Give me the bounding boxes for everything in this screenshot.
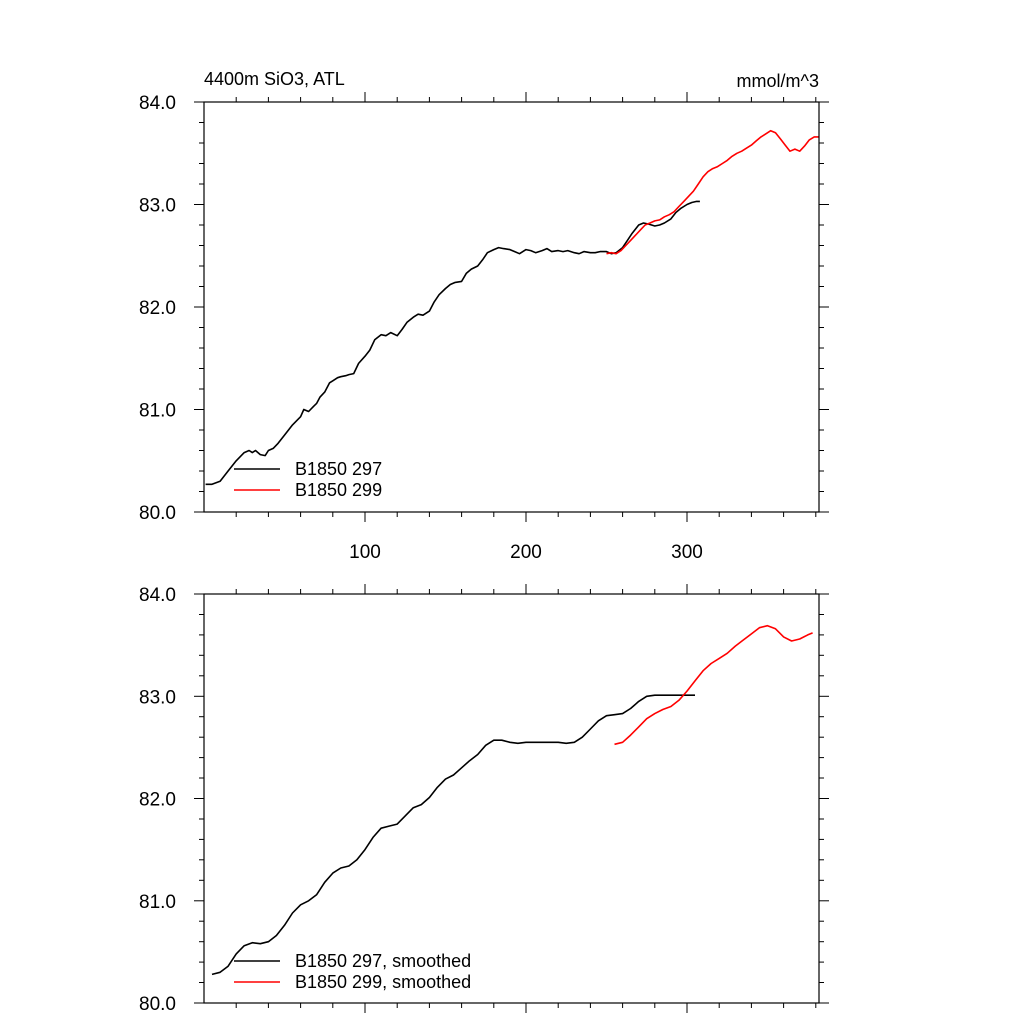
top-panel: 4400m SiO3, ATL mmol/m^3 100 200 300 80.0 81… (139, 69, 829, 563)
y-tick-label: 83.0 (139, 687, 176, 708)
y-tick-label: 82.0 (139, 790, 176, 811)
y-tick-label: 84.0 (139, 93, 176, 114)
y-tick-label: 82.0 (139, 298, 176, 319)
x-tick-label: 100 (349, 542, 381, 563)
chart-title-left: 4400m SiO3, ATL (204, 69, 345, 89)
y-tick-label: 81.0 (139, 892, 176, 913)
chart-title-right: mmol/m^3 (737, 71, 819, 91)
series-line-b1850-299 (614, 624, 813, 746)
series-line-b1850-299 (606, 129, 819, 255)
plot-frame (203, 101, 820, 513)
x-tick-label: 200 (510, 542, 542, 563)
x-tick-label: 300 (671, 542, 703, 563)
top-panel-axes: 100 200 300 80.0 81.0 82.0 83.0 84.0 (139, 92, 829, 563)
legend-label-b1850-297: B1850 297, smoothed (295, 951, 471, 971)
legend-label-b1850-297: B1850 297 (295, 459, 382, 479)
series-line-b1850-297 (205, 200, 700, 486)
bottom-panel: 80.0 81.0 82.0 83.0 84.0 B1850 297, smoothed… (139, 584, 829, 1015)
y-tick-label: 80.0 (139, 503, 176, 524)
top-panel-marks (205, 129, 819, 486)
legend-label-b1850-299: B1850 299, smoothed (295, 972, 471, 992)
y-tick-label: 84.0 (139, 585, 176, 606)
plot-frame (203, 593, 820, 1004)
bottom-panel-marks (211, 624, 813, 976)
y-tick-label: 80.0 (139, 994, 176, 1015)
y-tick-label: 81.0 (139, 401, 176, 422)
y-tick-label: 83.0 (139, 196, 176, 217)
bottom-panel-axes: 80.0 81.0 82.0 83.0 84.0 (139, 584, 829, 1015)
legend-label-b1850-299: B1850 299 (295, 480, 382, 500)
series-line-b1850-297 (211, 694, 695, 976)
